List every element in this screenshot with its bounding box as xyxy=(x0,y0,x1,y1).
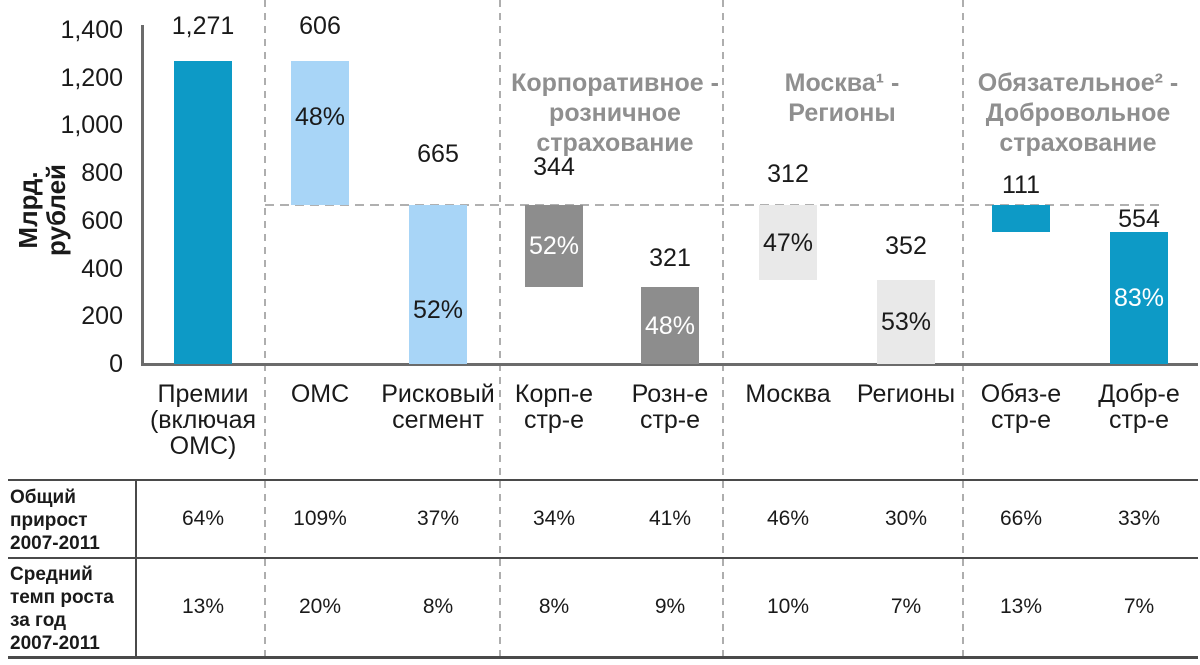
table-cell: 20% xyxy=(298,595,342,618)
bar-8 xyxy=(992,205,1050,232)
table-row-header: Общий прирост 2007-2011 xyxy=(10,487,100,554)
group-separator-line xyxy=(264,0,266,657)
bar-6 xyxy=(759,205,817,280)
table-middle-border xyxy=(8,557,1198,559)
bar-percent-label: 48% xyxy=(644,311,696,340)
category-label: Обяз-е стр-е xyxy=(980,380,1062,434)
bar-value-label: 111 xyxy=(1001,171,1040,199)
table-cell: 66% xyxy=(999,507,1043,530)
table-cell: 109% xyxy=(293,507,347,530)
table-cell: 30% xyxy=(884,507,928,530)
reference-dashed-line xyxy=(265,204,1165,206)
table-cell: 7% xyxy=(1123,595,1155,618)
bar-percent-label: 53% xyxy=(880,308,932,336)
y-tick-label: 0 xyxy=(109,350,123,378)
bar-value-label: 606 xyxy=(299,12,341,40)
table-cell: 64% xyxy=(181,507,225,530)
bar-value-label: 312 xyxy=(767,160,809,188)
table-cell: 34% xyxy=(532,507,576,530)
table-cell: 8% xyxy=(422,595,454,618)
y-tick-label: 400 xyxy=(81,254,123,283)
bar-2 xyxy=(291,60,349,206)
group-header: Корпоративное - розничное страхование xyxy=(511,69,719,157)
x-axis-line xyxy=(141,363,1198,366)
bar-value-label: 665 xyxy=(417,140,459,168)
y-axis-line xyxy=(141,25,144,366)
category-label: Корп-е стр-е xyxy=(514,380,594,434)
table-cell: 46% xyxy=(766,507,810,530)
group-separator-line xyxy=(499,0,501,657)
table-cell: 33% xyxy=(1117,507,1161,530)
bar-percent-label: 52% xyxy=(528,232,580,261)
category-label: Москва xyxy=(745,380,831,408)
bar-percent-label: 52% xyxy=(412,295,464,324)
table-cell: 10% xyxy=(766,595,810,618)
y-tick-label: 1,400 xyxy=(60,16,123,44)
table-top-border xyxy=(8,479,1198,481)
table-cell: 41% xyxy=(648,507,692,530)
bar-7 xyxy=(877,280,935,364)
bar-5 xyxy=(641,287,699,364)
bar-3 xyxy=(409,205,467,364)
bar-percent-label: 83% xyxy=(1113,283,1165,312)
table-cell: 7% xyxy=(890,595,922,618)
bar-value-label: 554 xyxy=(1118,205,1160,233)
bar-1 xyxy=(174,60,232,364)
y-tick-label: 600 xyxy=(81,206,123,235)
bar-9 xyxy=(1110,231,1168,364)
table-cell: 37% xyxy=(416,507,460,530)
bar-percent-label: 48% xyxy=(294,103,346,132)
table-cell: 8% xyxy=(538,595,570,618)
category-label: Регионы xyxy=(856,380,956,408)
y-tick-label: 200 xyxy=(81,302,123,331)
y-axis-title: Млрд. рублей xyxy=(13,163,71,257)
group-separator-line xyxy=(962,0,964,657)
category-label: Рисковый сегмент xyxy=(381,380,495,434)
category-label: Премии (включая ОМС) xyxy=(149,380,257,460)
category-label: Добр-е стр-е xyxy=(1098,380,1180,434)
table-row-header: Средний темп роста за год 2007-2011 xyxy=(10,564,114,654)
table-header-column-divider xyxy=(135,479,137,659)
table-bottom-border xyxy=(8,656,1198,659)
bar-value-label: 352 xyxy=(885,232,927,260)
group-header: Обязательное² - Добровольное страхование xyxy=(977,69,1179,157)
table-cell: 13% xyxy=(999,595,1043,618)
y-tick-label: 1,200 xyxy=(60,63,123,92)
group-separator-line xyxy=(722,0,724,657)
bar-4 xyxy=(525,205,583,288)
y-tick-label: 1,000 xyxy=(60,111,123,140)
bar-value-label: 321 xyxy=(649,244,691,272)
category-label: ОМС xyxy=(290,380,350,408)
bar-value-label: 344 xyxy=(533,153,575,181)
bar-value-label: 1,271 xyxy=(171,12,235,40)
bar-percent-label: 47% xyxy=(762,228,814,257)
group-header: Москва¹ - Регионы xyxy=(784,69,900,127)
table-cell: 9% xyxy=(654,595,686,618)
category-label: Розн-е стр-е xyxy=(631,380,709,434)
y-tick-label: 800 xyxy=(81,159,123,188)
table-cell: 13% xyxy=(181,595,225,618)
